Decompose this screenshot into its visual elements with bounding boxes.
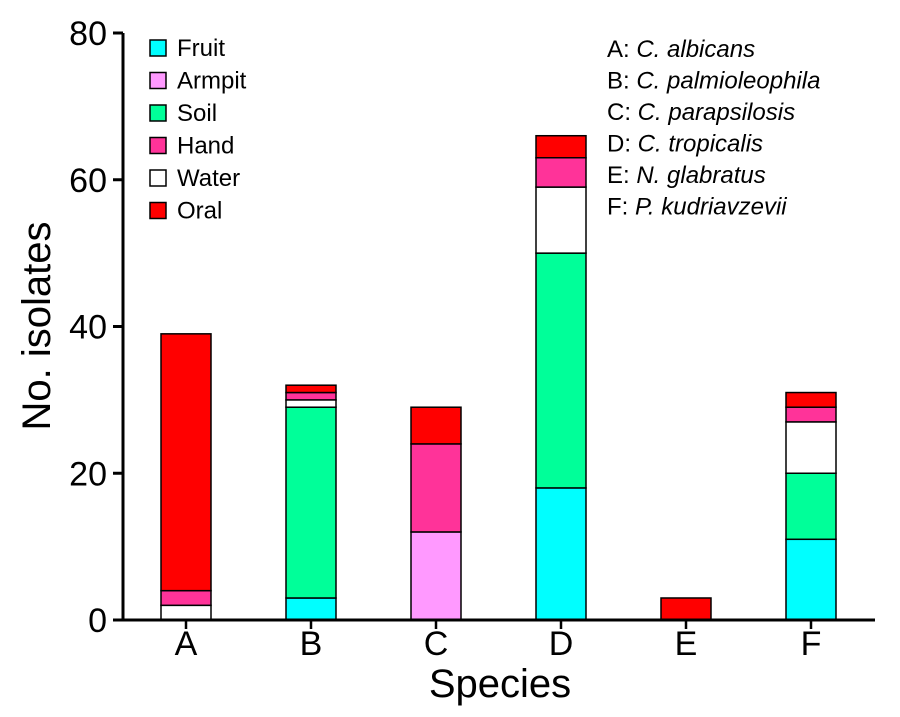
y-tick-label: 40 bbox=[69, 309, 107, 347]
legend-swatch-water bbox=[149, 169, 167, 187]
legend-label-water: Water bbox=[177, 165, 240, 192]
y-tick-label: 60 bbox=[69, 162, 107, 200]
legend-label-soil: Soil bbox=[177, 100, 217, 127]
x-tick-label-d: D bbox=[549, 625, 574, 663]
legend-swatch-armpit bbox=[149, 71, 167, 90]
species-key: A: C. albicans B: C. palmioleophila C: C. … bbox=[607, 36, 820, 221]
bar-segment-f-oral bbox=[785, 391, 837, 408]
bars-layer bbox=[160, 134, 837, 621]
legend-swatch-soil bbox=[149, 104, 167, 122]
y-tick-label: 0 bbox=[88, 602, 107, 640]
bar-segment-e-oral bbox=[660, 597, 712, 621]
x-tick-label-a: A bbox=[175, 625, 198, 663]
x-ticks: A B C D E F bbox=[175, 620, 822, 663]
x-tick-label-f: F bbox=[801, 625, 822, 663]
bar-segment-b-soil bbox=[285, 406, 337, 599]
bar-segment-f-water bbox=[785, 421, 837, 475]
species-key-entry-c: C: C. parapsilosis bbox=[607, 99, 795, 126]
legend-swatch-oral bbox=[149, 201, 167, 220]
bar-segment-b-oral bbox=[285, 384, 337, 394]
legend-label-oral: Oral bbox=[177, 198, 222, 225]
bar-segment-c-hand bbox=[410, 443, 462, 533]
x-tick-label-e: E bbox=[675, 625, 698, 663]
bar-segment-c-armpit bbox=[410, 531, 462, 621]
bar-segment-a-hand bbox=[160, 589, 212, 607]
species-key-entry-b: B: C. palmioleophila bbox=[607, 68, 820, 95]
bar-segment-d-water bbox=[535, 186, 587, 254]
x-tick-label-c: C bbox=[424, 625, 449, 663]
legend-label-armpit: Armpit bbox=[177, 68, 247, 95]
species-key-entry-e: E: N. glabratus bbox=[607, 162, 766, 189]
bar-segment-c-oral bbox=[410, 406, 462, 445]
bar-segment-f-fruit bbox=[785, 538, 837, 621]
bar-segment-a-oral bbox=[160, 333, 212, 592]
legend-label-hand: Hand bbox=[177, 133, 234, 160]
x-tick-label-b: B bbox=[300, 625, 323, 663]
bar-segment-d-soil bbox=[535, 252, 587, 489]
bar-segment-f-soil bbox=[785, 472, 837, 541]
species-key-entry-d: D: C. tropicalis bbox=[607, 131, 763, 158]
x-axis-title: Species bbox=[429, 662, 571, 706]
bar-segment-b-hand bbox=[285, 391, 337, 401]
bar-segment-d-hand bbox=[535, 156, 587, 188]
bar-segment-b-water bbox=[285, 399, 337, 408]
y-tick-label: 80 bbox=[69, 15, 107, 53]
legend: Fruit Armpit Soil Hand Water Oral bbox=[149, 35, 247, 225]
species-key-entry-a: A: C. albicans bbox=[607, 36, 755, 63]
y-axis-title: No. isolates bbox=[15, 222, 59, 431]
y-tick-label: 20 bbox=[69, 455, 107, 493]
bar-segment-d-fruit bbox=[535, 487, 587, 621]
legend-swatch-fruit bbox=[149, 39, 167, 57]
y-ticks: 0 20 40 60 80 bbox=[69, 15, 123, 640]
bar-segment-b-fruit bbox=[285, 597, 337, 621]
bar-segment-f-hand bbox=[785, 406, 837, 423]
species-key-entry-f: F: P. kudriavzevii bbox=[607, 194, 787, 221]
legend-swatch-hand bbox=[149, 136, 167, 155]
bar-segment-a-water bbox=[160, 604, 212, 621]
legend-label-fruit: Fruit bbox=[177, 35, 225, 62]
bar-segment-d-oral bbox=[535, 134, 587, 159]
